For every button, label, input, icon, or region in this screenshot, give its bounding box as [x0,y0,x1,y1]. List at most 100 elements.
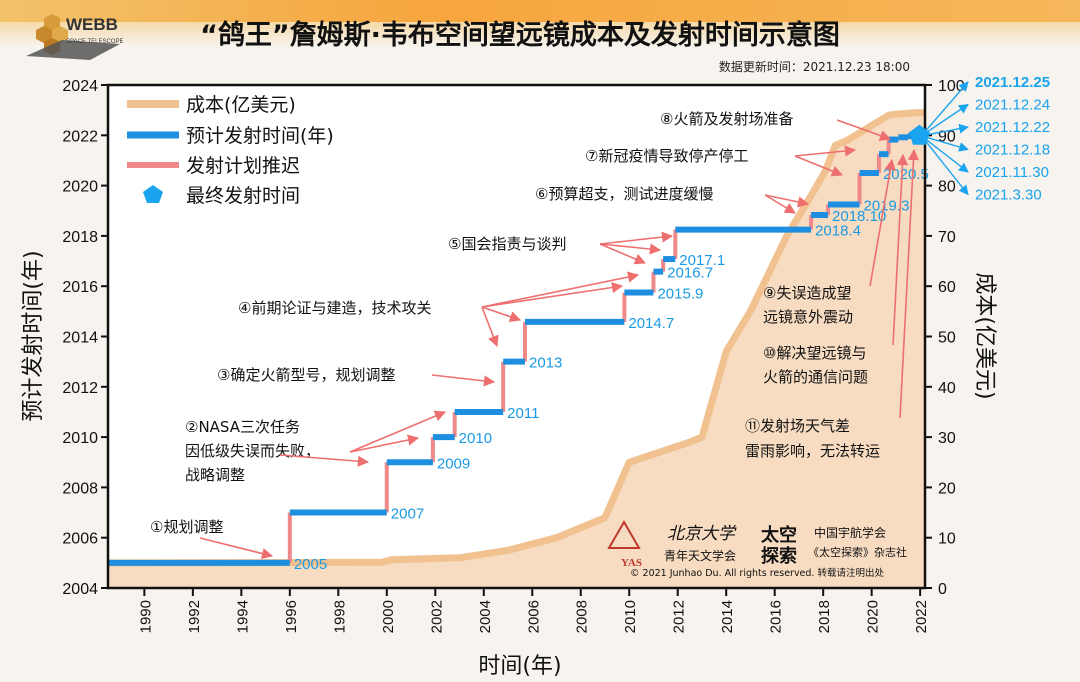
y-axis-left: 2004 2006 2008 2010 2012 2014 2016 2018 2020 2022… [62,78,108,598]
y-tick-label: 2022 [62,128,98,145]
schedule-label: 2015.9 [657,285,703,302]
update-time: 数据更新时间：2021.12.23 18:00 [719,59,910,74]
arrow-3 [431,374,496,387]
annotation-1: ①规划调整 [150,518,223,536]
date-callouts: 2021.12.25 2021.12.24 2021.12.22 2021.12.18… [920,74,1050,204]
org3-sub: 《太空探索》杂志社 [808,545,907,559]
y2-axis-title: 成本(亿美元) [972,272,997,399]
x-axis-title: 时间(年) [478,654,561,679]
org2-name: 太空探索 [761,524,797,567]
arrow-9 [869,158,896,287]
annotation-7: ⑦新冠疫情导致停产停工 [585,147,748,165]
footer-credits: YAS 北京大学 青年天文学会 太空探索 中国宇航学会 《太空探索》杂志社 © … [607,519,907,579]
arrow-6a [764,194,796,214]
y2-tick-label: 40 [938,380,956,397]
x-tick-label: 2000 [380,600,397,633]
arrow-5c [599,231,674,245]
y2-tick-label: 50 [938,330,956,347]
cost-line [107,109,916,567]
date-callout-label: 2021.12.24 [975,97,1050,114]
date-callout-arrow [921,103,969,137]
y2-tick-label: 0 [938,581,947,598]
y2-tick-label: 10 [938,531,956,548]
page-title: “鸽王”詹姆斯·韦布空间望远镜成本及发射时间示意图 [200,19,840,51]
arrow-4b [481,306,522,323]
arrow-7a [794,155,844,177]
x-axis: 1990 1992 1994 1996 1998 2000 2002 2004 2006 2008… [137,588,930,633]
arrow-5b [599,243,662,255]
y-tick-label: 2010 [62,430,98,447]
x-tick-label: 1994 [234,600,251,633]
annotation-11-line2: 雷雨影响，无法转运 [745,442,880,460]
date-callout-label: 2021.12.22 [975,119,1050,136]
org3-name: 中国宇航学会 [814,525,886,540]
annotation-4: ④前期论证与建造，技术攻关 [238,299,431,317]
y-tick-label: 2006 [62,531,98,548]
annotation-2-line1: ②NASA三次任务 [185,418,300,436]
x-tick-label: 1996 [283,600,300,633]
x-tick-label: 2008 [574,600,591,633]
cost-area [108,112,925,588]
schedule-label: 2005 [294,556,327,573]
x-tick-label: 2012 [671,600,688,633]
schedule-label: 2017.1 [679,252,725,269]
legend: 成本(亿美元) 预计发射时间(年) 发射计划推迟 最终发射时间 [127,94,334,207]
arrow-10 [892,153,909,346]
annotation-10-line1: ⑩解决望远镜与 [763,344,866,362]
yas-mark: YAS [621,557,642,569]
arrow-2a [279,454,370,467]
schedule-label: 2016.7 [667,265,713,282]
date-callout-arrow [921,123,969,137]
date-callout-arrow [921,135,969,152]
org1-sub: 青年天文学会 [664,548,736,563]
annotation-11-line1: ⑪发射场天气差 [745,417,850,435]
arrow-5a [599,243,647,265]
logo-text: WEBB [66,15,118,34]
schedule-labels: 2005 2007 2009 2010 2011 2013 2014.7 2015.9 2016… [294,166,929,573]
legend-pentagon-icon [143,185,163,203]
schedule-label: 2010 [459,430,492,447]
x-tick-label: 1998 [331,600,348,633]
date-callout-label: 2021.11.30 [975,164,1049,181]
x-tick-label: 2018 [816,600,833,633]
schedule-label: 2009 [437,455,470,472]
arrow-2b [349,434,420,453]
arrow-4c [481,281,624,308]
arrow-4d [481,271,640,308]
annotation-arrows [199,119,920,559]
sunshield-icon [26,40,120,60]
y-tick-label: 2024 [62,78,98,95]
annotation-8: ⑧火箭及发射场准备 [660,110,793,128]
schedule-label: 2013 [529,355,562,372]
y-tick-label: 2004 [62,581,98,598]
x-tick-label: 1990 [137,600,154,633]
x-tick-label: 2020 [865,600,882,633]
x-tick-label: 2022 [913,600,930,633]
arrow-6b [764,194,810,208]
date-callout-label: 2021.12.25 [975,74,1050,91]
y-axis-title: 预计发射时间(年) [21,250,46,421]
pku-astronomy-icon [607,519,641,549]
arrow-7b [794,145,857,157]
top-banner [0,0,1080,22]
annotation-3: ③确定火箭型号，规划调整 [217,366,395,384]
legend-label-schedule: 预计发射时间(年) [186,125,334,147]
y-tick-label: 2018 [62,229,98,246]
schedule-label: 2014.7 [628,315,674,332]
webb-logo: WEBB SPACE TELESCOPE [26,14,123,60]
date-callout-arrow [920,135,969,196]
schedule-segments [108,133,916,566]
schedule-label: 2007 [391,506,424,523]
y2-tick-label: 60 [938,279,956,296]
org2-line1: 太空 [761,524,797,546]
x-tick-label: 2014 [719,600,736,633]
annotation-6: ⑥预算超支，测试进度缓慢 [535,185,713,203]
org2-line2: 探索 [761,545,797,567]
arrow-1 [199,537,274,559]
x-tick-label: 2010 [622,600,639,633]
annotation-5: ⑤国会指责与谈判 [448,235,566,253]
annotations: ①规划调整 ②NASA三次任务 因低级失误而失败， 战略调整 ③确定火箭型号，规… [150,110,880,536]
arrow-2c [349,410,447,453]
date-callout-arrow [920,81,969,137]
